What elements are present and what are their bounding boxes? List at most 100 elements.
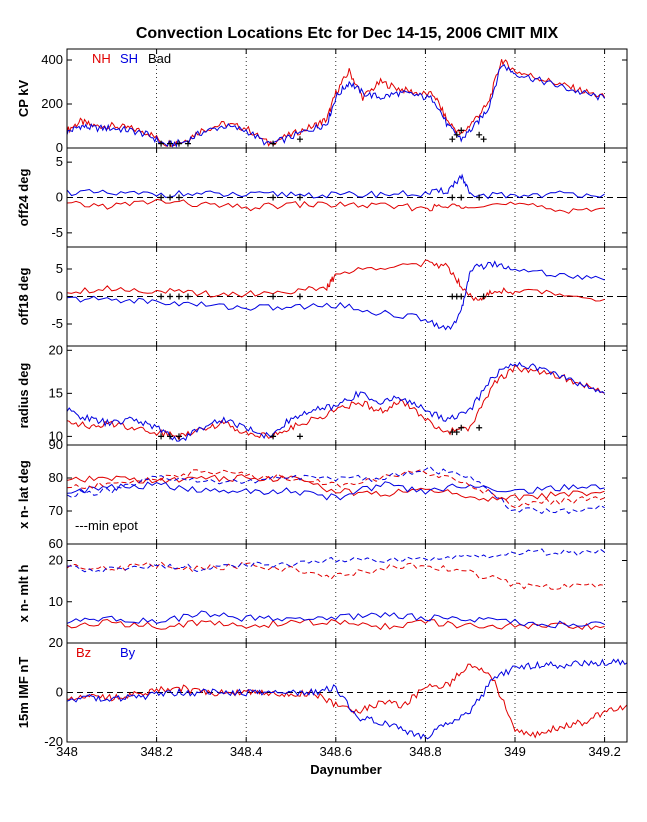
bad-marker-radius-7 (458, 424, 465, 431)
series-line-lat-2 (67, 469, 605, 509)
series-line-imf-1 (67, 658, 627, 740)
bad-marker-cp-6 (449, 136, 456, 143)
bad-marker-off18-4 (270, 293, 277, 300)
series-group-imf (67, 658, 627, 740)
series-group-radius (67, 361, 605, 442)
ytick-label-off18-2: 5 (56, 261, 63, 276)
bad-marker-radius-0 (158, 433, 165, 440)
bad-marker-off24-7 (476, 194, 483, 201)
xtick-label-3: 348.6 (320, 744, 353, 759)
bad-marker-off18-2 (176, 293, 182, 300)
series-line-mlt-3 (67, 548, 605, 573)
ylabel-mlt: x n- mlt h (16, 565, 31, 623)
ytick-label-cp-1: 200 (41, 96, 63, 111)
annotation-lat: ---min epot (75, 518, 138, 533)
bad-marker-off18-5 (296, 293, 303, 300)
ylabel-lat: x n- lat deg (16, 460, 31, 529)
ytick-label-cp-0: 0 (56, 140, 63, 155)
bad-marker-radius-1 (167, 433, 174, 440)
series-line-cp-1 (67, 64, 606, 148)
ytick-label-lat-1: 70 (49, 503, 63, 518)
series-group-off24 (67, 173, 605, 214)
series-line-lat-1 (67, 481, 605, 501)
ytick-label-imf-2: 20 (49, 635, 63, 650)
ytick-label-imf-1: 0 (56, 685, 63, 700)
ylabel-imf: 15m IMF nT (16, 657, 31, 729)
bad-marker-off24-4 (296, 194, 303, 201)
axes-box-radius (66, 345, 628, 446)
series-line-mlt-1 (67, 610, 605, 629)
ytick-label-off18-0: -5 (51, 316, 63, 331)
panel-mlt: 10 20 x n- mlt h (16, 543, 628, 644)
legend-nh: NH (92, 51, 111, 66)
ytick-label-lat-0: 60 (49, 536, 63, 551)
series-line-off24-0 (67, 198, 605, 214)
ytick-label-radius-2: 20 (49, 342, 63, 357)
bad-marker-off24-1 (167, 194, 174, 201)
bad-marker-off24-2 (176, 194, 182, 201)
ytick-label-lat-2: 80 (49, 470, 63, 485)
series-group-cp (67, 59, 606, 148)
axes-box-mlt (66, 543, 628, 644)
ytick-label-radius-0: 10 (49, 428, 63, 443)
bad-marker-off24-3 (270, 194, 277, 201)
bad-marker-off18-9 (480, 293, 487, 300)
series-line-off18-0 (67, 259, 605, 302)
bad-marker-cp-0 (158, 140, 165, 147)
ylabel-radius: radius deg (16, 363, 31, 429)
bad-marker-off24-0 (158, 194, 165, 201)
bad-marker-cp-5 (296, 136, 303, 143)
x-axis-label: Daynumber (310, 762, 382, 777)
bad-marker-cp-1 (167, 140, 174, 147)
series-line-lat-0 (67, 474, 605, 502)
panel-off18: -5 0 5 off18 deg (16, 246, 628, 347)
series-line-mlt-2 (67, 561, 605, 591)
series-line-radius-1 (67, 361, 605, 442)
panel-off24: -5 0 5 off24 deg (16, 147, 628, 248)
xtick-label-1: 348.2 (140, 744, 173, 759)
ylabel-off18: off18 deg (16, 268, 31, 326)
panel-cp: 0 200 400 CP kV NH SH Bad (16, 48, 628, 155)
panel-imf: -20 0 20 15m IMF nT Bz By (16, 635, 628, 749)
bad-marker-off24-6 (458, 194, 465, 201)
xtick-label-0: 348 (56, 744, 78, 759)
ytick-label-lat-3: 90 (49, 437, 63, 452)
xtick-label-2: 348.4 (230, 744, 263, 759)
bad-marker-radius-8 (476, 424, 483, 431)
ytick-label-mlt-1: 20 (49, 553, 63, 568)
ytick-label-radius-1: 15 (49, 385, 63, 400)
bad-marker-off18-1 (167, 293, 174, 300)
series-line-lat-3 (67, 465, 605, 515)
xtick-label-4: 348.8 (409, 744, 442, 759)
bad-marker-radius-3 (270, 433, 277, 440)
xtick-label-5: 349 (504, 744, 526, 759)
series-group-off18 (67, 259, 605, 331)
panel-radius: 10 15 20 radius deg (16, 342, 628, 446)
bad-marker-off18-8 (458, 293, 465, 300)
panel-lat: 60 70 80 90 x n- lat deg ---min epot (16, 437, 628, 551)
legend-bad: Bad (148, 51, 171, 66)
bad-marker-cp-9 (476, 131, 483, 138)
series-group-lat (67, 465, 605, 515)
series-group-mlt (67, 548, 605, 631)
ytick-label-mlt-0: 10 (49, 594, 63, 609)
legend-bz: Bz (76, 645, 91, 660)
ylabel-cp: CP kV (16, 80, 31, 118)
ytick-label-imf-0: -20 (44, 734, 63, 749)
bad-marker-radius-2 (176, 433, 182, 440)
bad-marker-cp-8 (458, 127, 465, 134)
legend-sh: SH (120, 51, 138, 66)
ylabel-off24: off24 deg (16, 169, 31, 227)
bad-marker-cp-2 (176, 140, 182, 147)
bad-marker-cp-3 (184, 140, 191, 147)
bad-marker-off18-0 (158, 293, 165, 300)
series-line-off18-1 (67, 260, 605, 331)
bad-marker-cp-10 (480, 136, 487, 143)
ytick-label-off24-2: 5 (56, 154, 63, 169)
bad-marker-off18-3 (184, 293, 191, 300)
bad-marker-cp-7 (453, 131, 460, 138)
series-line-off24-1 (67, 173, 605, 200)
ytick-label-off24-1: 0 (56, 190, 63, 205)
